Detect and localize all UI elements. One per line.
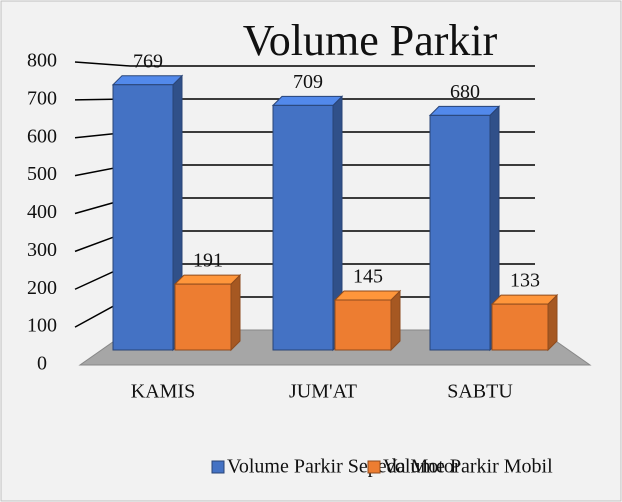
legend-swatch [367,460,381,474]
y-tick-label: 400 [27,201,57,223]
chart-title: Volume Parkir [243,16,498,65]
bar-front [174,283,232,351]
y-tick-label: 0 [37,353,47,375]
bar-top [173,274,242,285]
y-tick-label: 500 [27,163,57,185]
bar [428,105,501,352]
data-label: 145 [353,266,383,288]
y-tick-label: 600 [27,125,57,147]
bar-front [429,114,491,351]
bar [333,289,402,352]
legend-label: Volume Parkir Sepeda Motor [227,456,461,478]
bar-top [271,95,344,106]
bar-top [111,75,184,86]
data-label: 680 [450,81,480,103]
data-label: 133 [510,270,540,292]
bar-front [112,84,174,351]
bar-side [230,273,241,352]
x-tick-label: KAMIS [131,381,195,403]
bar-side [390,289,401,352]
legend-label: Volume Parkir Mobil [383,456,553,478]
legend-swatch [211,460,225,474]
x-tick-label: SABTU [447,381,513,403]
bar [173,273,242,352]
bar [271,95,344,352]
grid-line [74,61,535,67]
y-tick-label: 300 [27,239,57,261]
data-label: 191 [193,250,223,272]
bar-front [272,104,334,351]
y-tick-label: 100 [27,315,57,337]
y-tick-label: 800 [27,50,57,72]
bar-front [491,303,549,351]
bar-front [334,299,392,351]
data-label: 769 [133,50,163,72]
bar-top [428,105,501,116]
x-tick-label: JUM'AT [289,381,357,403]
y-tick-label: 700 [27,87,57,109]
bar-top [333,290,402,301]
y-tick-label: 200 [27,277,57,299]
bar [490,293,559,352]
bar-top [490,294,559,305]
data-label: 709 [293,71,323,93]
bar [111,74,184,352]
